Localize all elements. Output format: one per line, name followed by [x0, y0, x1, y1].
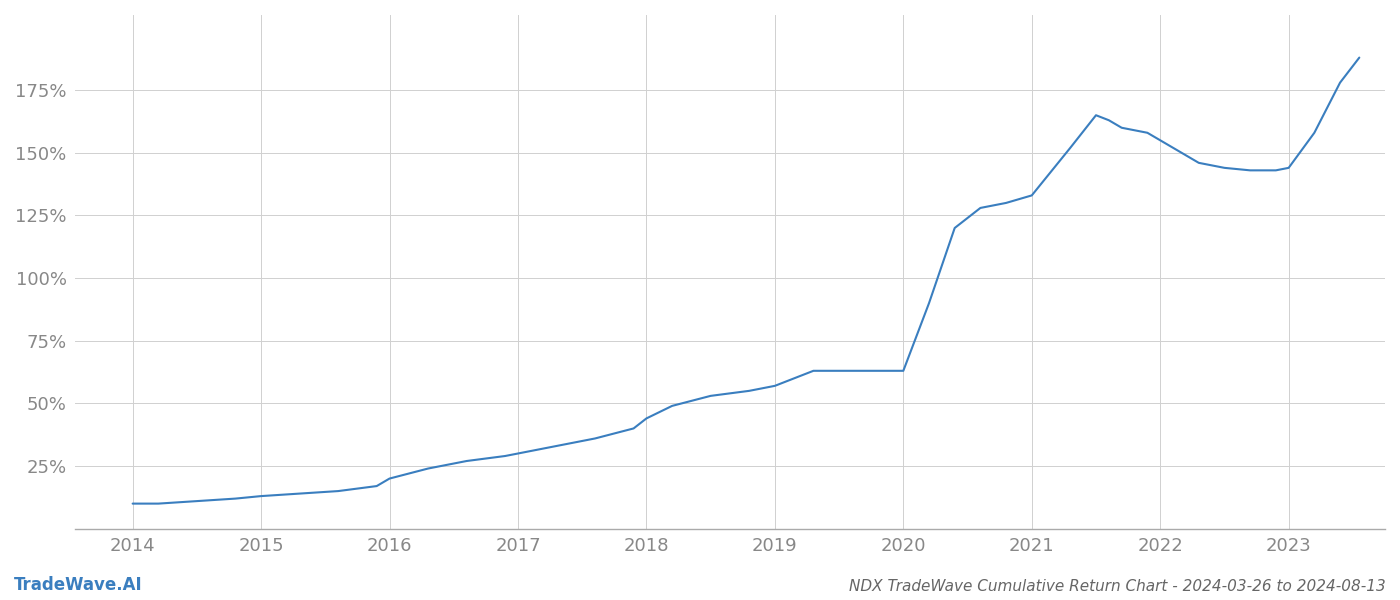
Text: NDX TradeWave Cumulative Return Chart - 2024-03-26 to 2024-08-13: NDX TradeWave Cumulative Return Chart - …	[850, 579, 1386, 594]
Text: TradeWave.AI: TradeWave.AI	[14, 576, 143, 594]
